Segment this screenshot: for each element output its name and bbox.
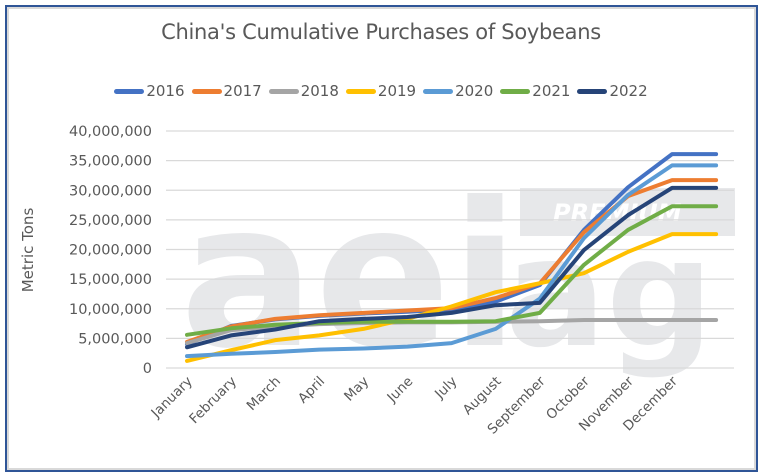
legend-item-2020: 2020 xyxy=(423,82,493,100)
series-line-2021 xyxy=(185,204,719,337)
y-tick-label: 35,000,000 xyxy=(69,154,152,170)
legend-swatch xyxy=(577,88,608,94)
legend-swatch xyxy=(423,88,454,94)
legend-swatch xyxy=(345,88,376,94)
legend-swatch xyxy=(114,88,145,94)
legend-label: 2016 xyxy=(146,82,185,100)
series-lines xyxy=(185,152,719,363)
y-tick-label: 5,000,000 xyxy=(78,331,152,347)
series-line-2022 xyxy=(185,185,719,350)
series-line-2020 xyxy=(185,163,719,359)
chart-frame xyxy=(5,5,758,472)
y-tick-label: 0 xyxy=(143,361,152,377)
legend-label: 2021 xyxy=(532,82,571,100)
y-tick-label: 40,000,000 xyxy=(69,124,152,140)
y-tick-label: 10,000,000 xyxy=(69,302,152,318)
gridlines xyxy=(166,130,734,369)
legend-swatch xyxy=(500,88,531,94)
legend-label: 2022 xyxy=(609,82,648,100)
y-tick-label: 30,000,000 xyxy=(69,183,152,199)
y-tick-label: 15,000,000 xyxy=(69,272,152,288)
legend-swatch xyxy=(268,88,299,94)
legend-item-2017: 2017 xyxy=(191,82,262,100)
y-tick-label: 25,000,000 xyxy=(69,213,152,229)
legend-item-2019: 2019 xyxy=(345,82,417,100)
legend-item-2016: 2016 xyxy=(114,82,185,100)
chart-legend: 2016 2017 2018 2019 2020 2021 2022 xyxy=(0,82,762,100)
legend-label: 2018 xyxy=(300,82,339,100)
y-tick-label: 20,000,000 xyxy=(69,243,152,259)
legend-item-2022: 2022 xyxy=(577,82,648,100)
legend-swatch xyxy=(191,88,222,94)
chart-title: China's Cumulative Purchases of Soybeans xyxy=(161,20,601,44)
legend-item-2018: 2018 xyxy=(268,82,339,100)
series-line-2019 xyxy=(185,232,719,363)
legend-label: 2019 xyxy=(377,82,417,100)
legend-item-2021: 2021 xyxy=(500,82,570,100)
legend-label: 2020 xyxy=(455,82,494,100)
legend-label: 2017 xyxy=(223,82,262,100)
watermark-text: aei xyxy=(180,160,519,393)
y-axis-ticks: 0 5,000,000 10,000,000 15,000,000 20,000,000… xyxy=(69,124,152,377)
